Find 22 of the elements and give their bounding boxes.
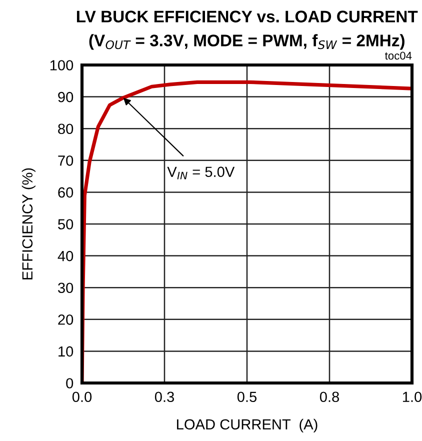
x-tick-label: 0.8 <box>320 392 340 402</box>
x-tick-label: 0.3 <box>154 392 174 402</box>
x-axis-title: LOAD CURRENT (A) <box>177 418 318 432</box>
y-tick-label: 0 <box>66 378 74 388</box>
y-tick-label: 90 <box>58 92 74 102</box>
annotation: V$_{IN}$ = 5.0V <box>167 166 235 180</box>
x-tick-label: 0.5 <box>237 392 257 402</box>
y-tick-label: 40 <box>58 250 74 262</box>
y-tick-label: 10 <box>58 346 74 357</box>
y-tick-label: 50 <box>58 219 74 230</box>
y-tick-label: 80 <box>58 124 74 134</box>
y-tick-label: 100 <box>50 60 74 70</box>
chart-subtitle: (V$_{OUT}$ = 3.3V, MODE = PWM, f$_{SW}$ = 2MHz) <box>89 34 404 50</box>
y-tick-label: 70 <box>58 156 74 166</box>
x-tick-label: 1.0 <box>402 392 422 402</box>
y-tick-label: 20 <box>58 314 74 325</box>
text: toc04 <box>384 52 412 60</box>
chart-title: LV BUCK EFFICIENCY vs. LOAD CURRENT <box>76 10 418 22</box>
y-tick-label: 60 <box>58 187 74 198</box>
y-tick-label: 30 <box>58 282 74 294</box>
y-axis-title: EFFICIENCY (%) <box>22 168 36 280</box>
x-tick-label: 0.0 <box>72 392 92 402</box>
